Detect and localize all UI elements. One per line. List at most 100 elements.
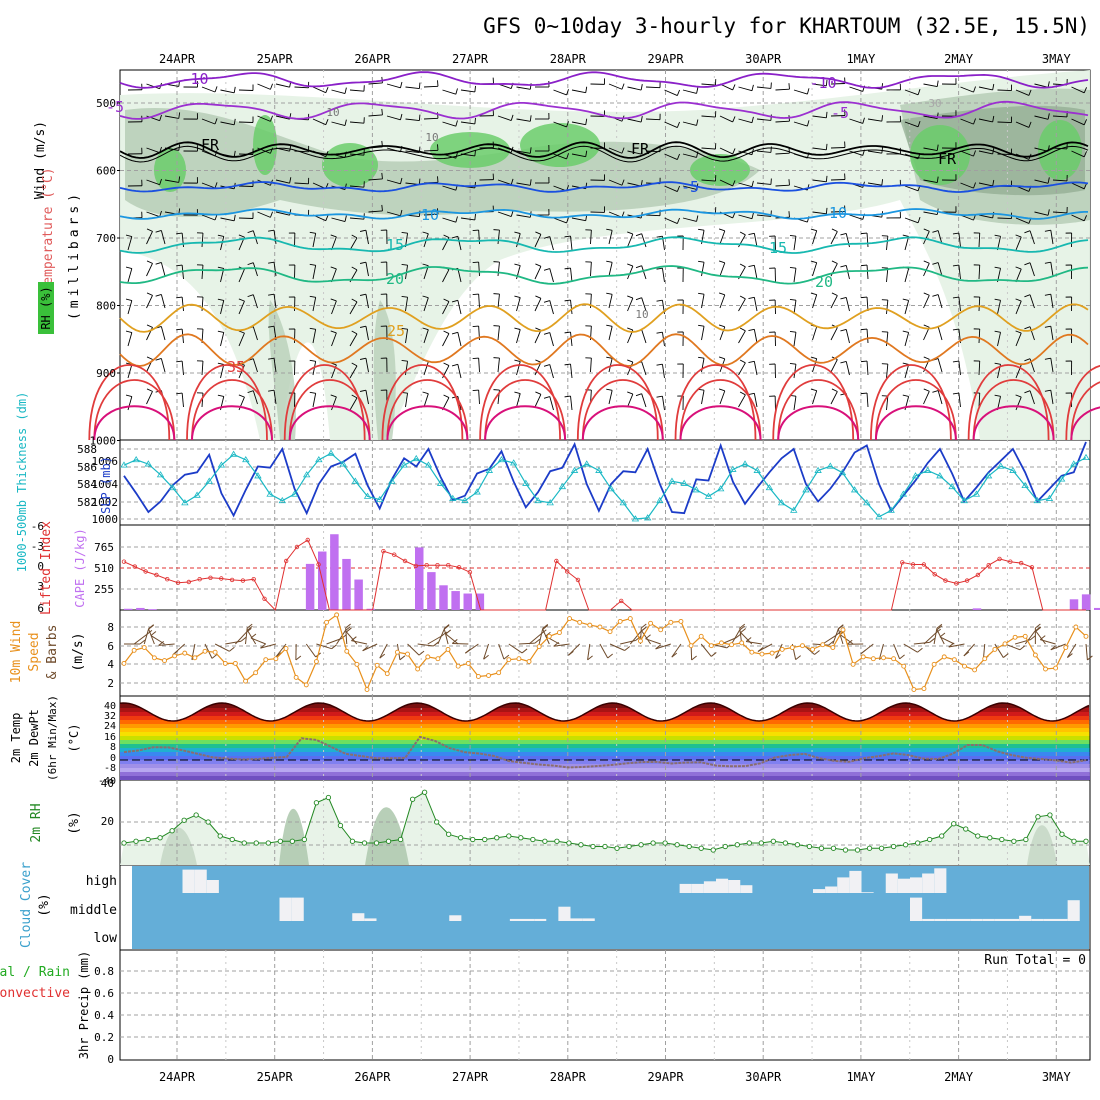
upper-barb-staff bbox=[937, 230, 943, 245]
upper-barb-staff bbox=[793, 121, 808, 127]
upper-barb bbox=[146, 388, 153, 405]
upper-barb-flag bbox=[176, 232, 183, 235]
upper-barb-staff bbox=[958, 265, 961, 280]
upper-barb-staff bbox=[497, 115, 512, 121]
upper-barb bbox=[288, 264, 296, 280]
upper-barb bbox=[423, 112, 439, 120]
upper-barb-staff bbox=[1029, 262, 1035, 277]
cloud-bar-high bbox=[934, 868, 947, 893]
upper-barb-staff bbox=[220, 236, 225, 251]
cape-ylabel-li: Lifted Index bbox=[39, 521, 54, 615]
upper-barb-staff bbox=[275, 115, 290, 120]
upper-barb-flag bbox=[656, 363, 663, 366]
upper-barb bbox=[309, 263, 317, 280]
upper-barb-flag bbox=[472, 389, 479, 392]
slp-ytick-left: 586 bbox=[77, 461, 97, 474]
upper-barb-flag bbox=[751, 84, 754, 91]
upper-barb bbox=[789, 235, 797, 251]
rh2m-marker bbox=[1083, 838, 1089, 844]
wind10-barb bbox=[538, 628, 544, 645]
upper-barb-flag bbox=[917, 216, 921, 223]
wind10-barb bbox=[508, 643, 523, 654]
wind10-barb-flag bbox=[503, 654, 510, 660]
wind10-marker bbox=[1002, 641, 1008, 647]
upper-barb-flag bbox=[656, 331, 663, 334]
upper-barb bbox=[146, 292, 153, 309]
upper-barb-staff bbox=[1034, 115, 1049, 120]
upper-barb bbox=[176, 296, 184, 312]
upper-barb-flag bbox=[443, 298, 450, 302]
upper-barb-flag bbox=[973, 182, 976, 189]
wind10-marker bbox=[384, 671, 390, 677]
upper-barb-flag bbox=[992, 115, 995, 122]
wind10-barb-flag bbox=[295, 655, 302, 661]
upper-ylabel-wind: Wind (m/s) bbox=[33, 121, 48, 199]
upper-barb-flag bbox=[732, 212, 736, 219]
temp2m-band bbox=[120, 728, 1090, 733]
upper-barb bbox=[534, 359, 542, 376]
slp-ytick-left: 582 bbox=[77, 496, 97, 509]
upper-barb-flag bbox=[936, 144, 939, 151]
upper-barb-flag bbox=[831, 388, 838, 392]
rh2m-marker bbox=[133, 838, 139, 844]
upper-barb bbox=[349, 234, 358, 251]
cloud-bar-middle bbox=[1055, 918, 1068, 921]
upper-barb bbox=[585, 357, 592, 373]
upper-barb-staff bbox=[719, 326, 726, 341]
rh2m-marker bbox=[349, 838, 356, 844]
upper-barb-flag bbox=[748, 392, 755, 396]
upper-barb-staff bbox=[160, 326, 166, 341]
upper-barb-staff bbox=[701, 262, 705, 277]
contour-label: 20 bbox=[386, 270, 404, 288]
upper-barb-staff bbox=[405, 150, 420, 154]
upper-barb-flag bbox=[994, 234, 1001, 237]
upper-barb-flag bbox=[474, 149, 476, 156]
upper-barb-staff bbox=[793, 396, 797, 411]
upper-barb-flag bbox=[1047, 81, 1050, 88]
upper-barb bbox=[769, 235, 776, 251]
contour-label: 25 bbox=[387, 322, 405, 340]
rh2m-marker bbox=[963, 826, 969, 832]
upper-barb-flag bbox=[640, 84, 643, 91]
upper-barb bbox=[830, 109, 846, 117]
rh-shade-green bbox=[1038, 120, 1082, 180]
upper-barb-flag bbox=[973, 150, 976, 157]
upper-barb-flag bbox=[1015, 234, 1022, 238]
wind10-barb bbox=[893, 643, 901, 660]
upper-barb-flag bbox=[840, 360, 847, 364]
li-marker bbox=[197, 577, 202, 582]
thickness-marker bbox=[607, 485, 615, 492]
upper-barb-flag bbox=[451, 331, 458, 335]
cloud-bar-high bbox=[716, 878, 729, 893]
upper-barb bbox=[830, 141, 846, 149]
rh2m-marker bbox=[409, 796, 416, 802]
wind10-barb-flag bbox=[247, 625, 253, 631]
cape-bar bbox=[451, 591, 460, 610]
upper-barb-staff bbox=[753, 297, 758, 312]
upper-barb bbox=[349, 181, 365, 188]
temp-contour-35 bbox=[870, 364, 952, 441]
upper-barb-flag bbox=[732, 148, 736, 155]
upper-barb-flag bbox=[238, 330, 245, 334]
upper-barb-staff bbox=[1071, 182, 1085, 190]
wind10-barb-flag bbox=[587, 655, 593, 661]
upper-barb-staff bbox=[349, 365, 358, 379]
upper-barb bbox=[312, 86, 329, 94]
wind10-marker bbox=[840, 627, 846, 633]
upper-barb-staff bbox=[238, 396, 245, 411]
wind10-barb bbox=[214, 643, 230, 652]
thickness-marker bbox=[144, 460, 153, 467]
upper-barb bbox=[923, 80, 939, 87]
li-marker bbox=[413, 563, 419, 569]
contour-label: -10 bbox=[809, 74, 836, 92]
upper-barb-staff bbox=[682, 89, 697, 94]
upper-barb bbox=[268, 261, 277, 277]
upper-barb bbox=[590, 78, 605, 85]
upper-barb-staff bbox=[590, 357, 592, 373]
upper-barb-flag bbox=[739, 359, 746, 364]
cloud-bar-high bbox=[837, 877, 850, 893]
rh2m-marker bbox=[542, 838, 548, 844]
upper-barb bbox=[238, 84, 254, 91]
upper-barb-staff bbox=[497, 294, 500, 309]
